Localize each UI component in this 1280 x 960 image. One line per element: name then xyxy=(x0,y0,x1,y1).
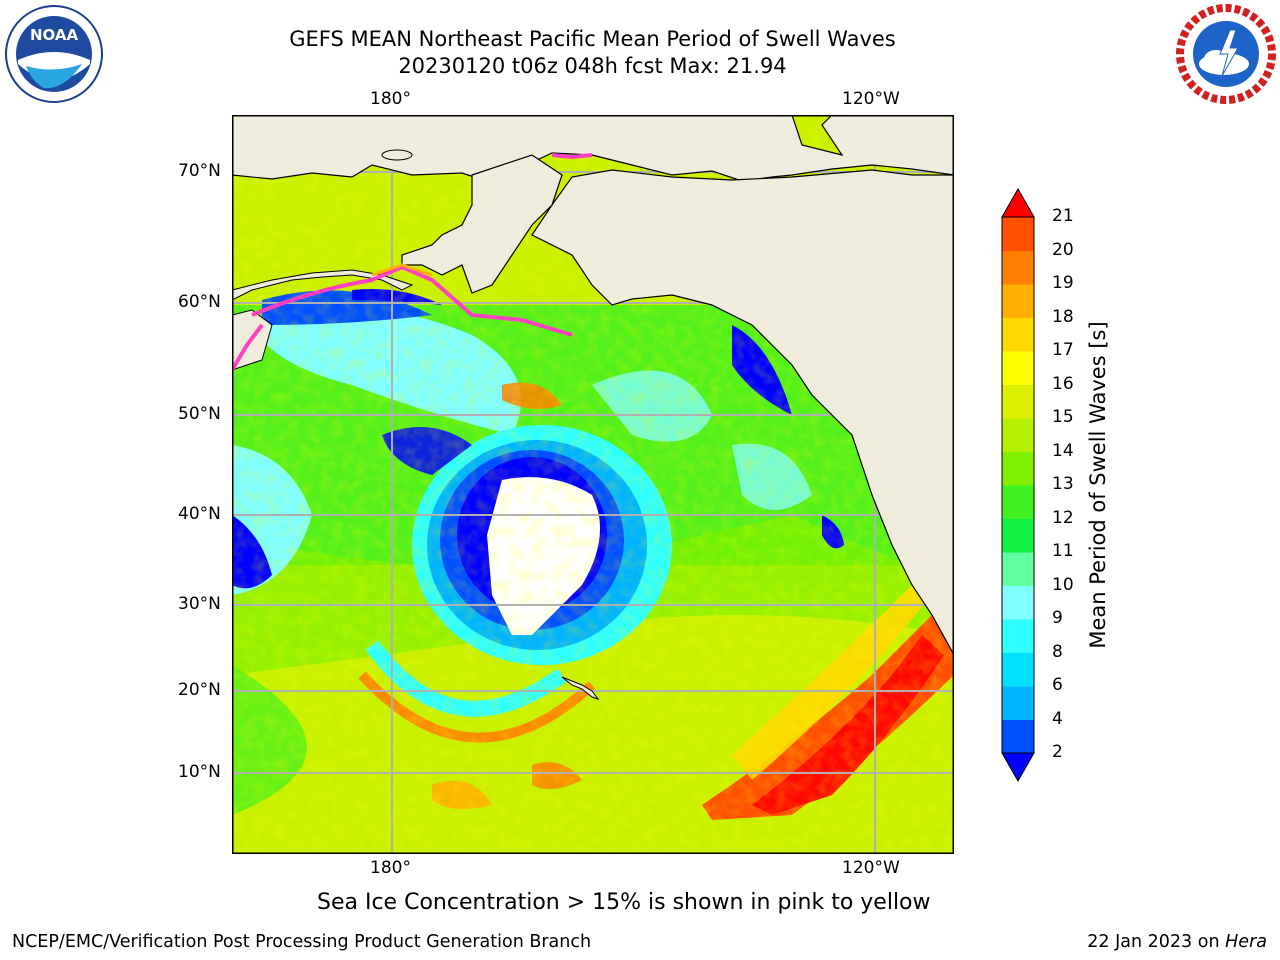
colorbar-tick-label: 8 xyxy=(1052,641,1063,662)
colorbar-swatch xyxy=(1002,351,1034,385)
colorbar-tick-label: 21 xyxy=(1052,206,1074,226)
lat-label-50n: 50°N xyxy=(178,404,221,424)
colorbar-swatch xyxy=(1002,619,1034,653)
colorbar-tick-label: 11 xyxy=(1052,541,1074,561)
swell-period-map xyxy=(232,115,954,854)
lon-label-top-120w: 120°W xyxy=(842,89,900,109)
colorbar-tick-label: 12 xyxy=(1052,507,1074,528)
colorbar-tick-label: 17 xyxy=(1052,340,1074,360)
colorbar-swatch xyxy=(1002,284,1034,318)
colorbar-tick-label: 15 xyxy=(1052,407,1074,427)
colorbar-swatch xyxy=(1002,518,1034,553)
colorbar-swatch xyxy=(1002,418,1034,452)
colorbar-swatch xyxy=(1002,652,1034,687)
colorbar xyxy=(1001,187,1035,783)
colorbar-swatch xyxy=(1002,217,1034,251)
lat-label-70n: 70°N xyxy=(178,161,221,181)
noaa-logo-text: NOAA xyxy=(30,26,79,44)
lat-label-30n: 30°N xyxy=(178,594,221,614)
lat-label-40n: 40°N xyxy=(178,504,221,524)
colorbar-swatch xyxy=(1002,719,1034,754)
date-value: 22 Jan 2023 on xyxy=(1087,932,1220,952)
lat-label-10n: 10°N xyxy=(178,762,221,782)
colorbar-swatch xyxy=(1002,585,1034,620)
date-text: 22 Jan 2023 on Hera xyxy=(1087,932,1267,952)
colorbar-label: Mean Period of Swell Waves [s] xyxy=(1086,321,1110,649)
credit-text: NCEP/EMC/Verification Post Processing Pr… xyxy=(12,932,592,952)
colorbar-tick-label: 4 xyxy=(1052,708,1063,729)
nws-logo xyxy=(1176,4,1276,104)
colorbar-tick-label: 16 xyxy=(1052,373,1074,394)
colorbar-swatch xyxy=(1002,317,1034,352)
colorbar-tick-label: 13 xyxy=(1052,474,1074,494)
land-alaska-mainland xyxy=(401,154,954,656)
colorbar-tick-label: 14 xyxy=(1052,440,1074,461)
colorbar-swatch xyxy=(1002,451,1034,486)
lon-label-bottom-120w: 120°W xyxy=(842,858,900,878)
colorbar-tick-label: 9 xyxy=(1052,608,1063,628)
land-aleutian xyxy=(232,269,414,301)
land-hawaii xyxy=(561,676,600,700)
colorbar-swatch xyxy=(1002,686,1034,720)
map-title: GEFS MEAN Northeast Pacific Mean Period … xyxy=(289,27,896,51)
lon-label-bottom-180: 180° xyxy=(370,858,411,878)
noaa-logo: NOAA xyxy=(5,5,103,103)
lat-label-20n: 20°N xyxy=(178,680,221,700)
lat-label-60n: 60°N xyxy=(178,292,221,312)
colorbar-swatch xyxy=(1002,552,1034,586)
sea-ice-edge xyxy=(251,264,573,337)
colorbar-swatch xyxy=(1002,485,1034,519)
host-name: Hera xyxy=(1225,932,1267,952)
colorbar-swatch xyxy=(1002,384,1034,419)
map-subtitle: 20230120 t06z 048h fcst Max: 21.94 xyxy=(398,54,787,78)
colorbar-tick-label: 20 xyxy=(1052,239,1074,260)
colorbar-swatch xyxy=(1002,250,1034,285)
lon-label-top-180: 180° xyxy=(370,89,411,109)
colorbar-tick-label: 2 xyxy=(1052,742,1063,762)
colorbar-tick-label: 19 xyxy=(1052,273,1074,293)
sea-ice-note: Sea Ice Concentration > 15% is shown in … xyxy=(317,890,931,915)
colorbar-tick-label: 6 xyxy=(1052,675,1063,695)
colorbar-tick-label: 10 xyxy=(1052,574,1074,595)
colorbar-tick-label: 18 xyxy=(1052,306,1074,327)
